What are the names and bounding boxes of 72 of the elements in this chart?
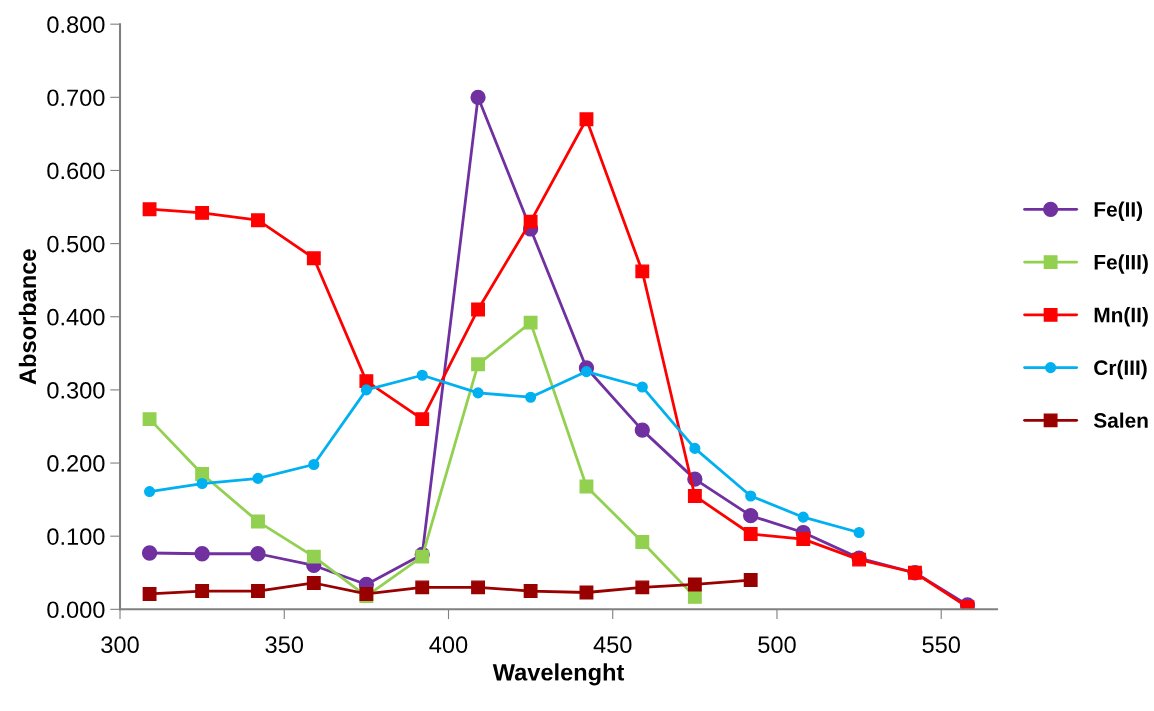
y-tick-label: 0.000 <box>47 601 105 619</box>
x-tick-label: 300 <box>101 636 139 654</box>
legend-label: Salen <box>1093 412 1148 428</box>
point <box>853 526 865 539</box>
point <box>415 580 430 595</box>
point <box>250 546 266 562</box>
point <box>471 357 486 372</box>
point <box>415 412 430 427</box>
point <box>523 214 538 229</box>
point <box>580 366 593 378</box>
point <box>634 422 650 438</box>
point <box>687 589 702 604</box>
point <box>471 580 486 595</box>
point <box>142 202 157 217</box>
legend-label: Fe(II) <box>1094 201 1143 221</box>
point <box>687 489 702 503</box>
x-axis-title: Wavelenght <box>492 663 625 686</box>
point <box>195 467 210 481</box>
point <box>523 315 538 330</box>
point <box>470 89 486 105</box>
point <box>525 391 537 403</box>
point <box>251 584 265 598</box>
point <box>635 264 650 279</box>
point <box>251 514 265 529</box>
point <box>635 535 650 549</box>
point <box>306 576 321 590</box>
legend-label: Cr(III) <box>1094 359 1147 380</box>
point <box>472 387 484 399</box>
y-axis-title: Absorbance <box>18 249 37 385</box>
x-tick-label: 350 <box>265 636 304 654</box>
point <box>579 112 594 127</box>
y-tick-label: 0.100 <box>47 528 105 545</box>
y-tick-label: 0.400 <box>47 308 105 326</box>
y-tick-label: 0.500 <box>47 235 105 253</box>
point <box>142 587 157 601</box>
x-tick-label: 550 <box>922 636 960 654</box>
y-tick-label: 0.300 <box>47 381 105 399</box>
point <box>360 384 372 396</box>
point <box>195 584 210 598</box>
point <box>523 584 538 598</box>
point <box>689 442 701 454</box>
point <box>306 549 321 564</box>
point <box>635 580 650 595</box>
point <box>636 381 648 393</box>
point <box>745 490 757 502</box>
point <box>194 546 210 562</box>
point <box>687 577 702 592</box>
y-tick-label: 0.700 <box>47 89 105 107</box>
point <box>471 302 486 317</box>
point <box>144 486 156 498</box>
x-tick-label: 400 <box>429 636 468 654</box>
point <box>141 545 158 561</box>
y-tick-label: 0.600 <box>47 162 105 180</box>
point <box>251 213 265 228</box>
y-tick-label: 0.200 <box>47 455 105 472</box>
point <box>142 412 157 427</box>
point <box>743 527 758 541</box>
point <box>416 369 428 381</box>
point <box>195 205 210 220</box>
point <box>743 573 758 588</box>
y-tick-label: 0.800 <box>47 16 105 33</box>
point <box>743 508 759 524</box>
legend-label: Mn(II) <box>1094 307 1148 327</box>
x-tick-label: 450 <box>593 636 632 654</box>
point <box>796 532 811 547</box>
point <box>196 477 208 490</box>
point <box>306 251 321 266</box>
point <box>308 458 320 471</box>
point <box>797 511 809 523</box>
point <box>252 472 264 484</box>
legend-label: Fe(III) <box>1094 254 1148 274</box>
x-tick-label: 500 <box>758 636 796 654</box>
